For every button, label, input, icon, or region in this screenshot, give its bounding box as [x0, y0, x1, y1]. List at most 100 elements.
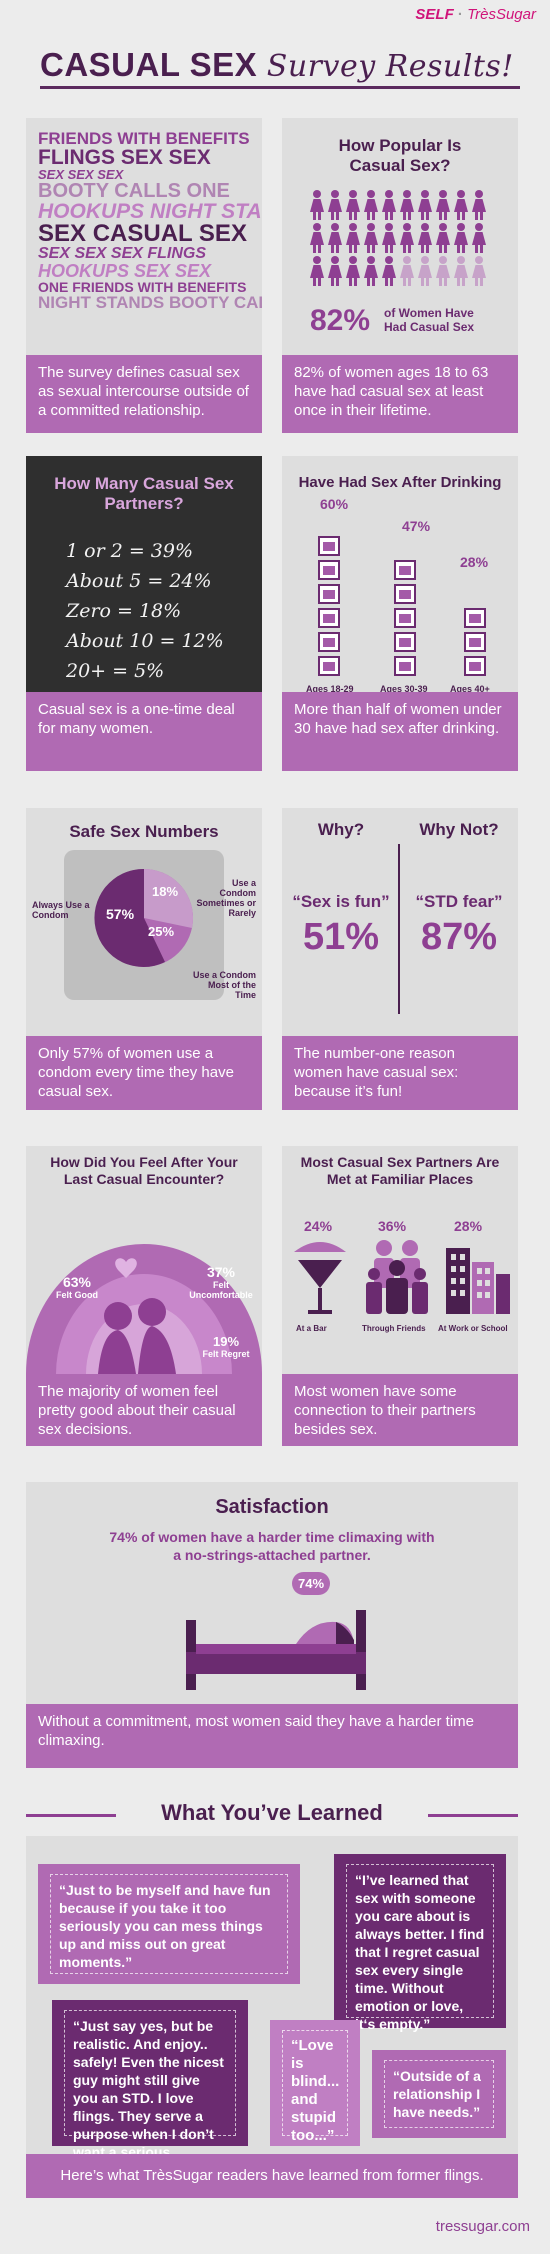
woman-icon: [454, 256, 468, 286]
quote-card: “I’ve learned that sex with someone you …: [334, 1854, 506, 2032]
drinking-pct: 60%: [320, 496, 349, 512]
feelings-panel: How Did You Feel After Your Last Casual …: [26, 1146, 262, 1446]
glass-icon: [394, 608, 416, 628]
definition-panel: FRIENDS WITH BENEFITS FLINGS SEX SEX SEX…: [26, 118, 262, 433]
legend-label: Use a Condom Most of the Time: [192, 970, 256, 1000]
woman-icon: [454, 190, 468, 220]
why-panel: Why? Why Not? “Sex is fun” “STD fear” 51…: [282, 808, 518, 1110]
friends-icon: [366, 1240, 428, 1314]
woman-icon: [400, 256, 414, 286]
why-heading: Why?: [317, 820, 365, 839]
woman-icon: [382, 190, 396, 220]
satisfaction-text: 74% of women have a harder time climaxin…: [109, 1529, 435, 1563]
woman-icon: [418, 223, 432, 253]
building-icon: [446, 1248, 510, 1314]
partners-panel: How Many Casual Sex Partners? 1 or 2 = 3…: [26, 456, 262, 771]
self-logo: SELF: [415, 6, 454, 23]
feel-pct: 63%: [62, 1274, 92, 1290]
panel-caption: More than half of women under 30 have ha…: [282, 692, 518, 771]
cloud-line: ONE FRIENDS WITH BENEFITS: [38, 280, 247, 294]
drinking-age-label: Ages 40+: [450, 684, 490, 694]
cloud-line: SEX SEX SEX FLINGS: [38, 246, 207, 262]
woman-icon: [346, 223, 360, 253]
drinking-age-label: Ages 30-39: [380, 684, 428, 694]
brand-logo[interactable]: SELF · TrèsSugar: [415, 6, 536, 23]
panel-heading: Have Had Sex After Drinking: [298, 474, 502, 491]
woman-icon: [418, 256, 432, 286]
bed-icon: [186, 1610, 366, 1690]
glass-icon: [318, 632, 340, 652]
glass-icon: [394, 632, 416, 652]
footer-link[interactable]: tressugar.com: [435, 2218, 530, 2235]
why-pct-block: 51%: [282, 916, 400, 959]
cloud-line: NIGHT STANDS BOOTY CALLS: [38, 294, 262, 311]
pie-label: 57%: [106, 906, 135, 922]
brand-separator: ·: [457, 6, 463, 23]
drinking-age-label: Ages 18-29: [306, 684, 354, 694]
woman-icon: [382, 223, 396, 253]
woman-icon: [454, 223, 468, 253]
panel-heading: How Popular Is Casual Sex?: [338, 136, 462, 175]
glass-icon: [318, 560, 340, 580]
woman-icon: [328, 223, 342, 253]
woman-icon: [346, 190, 360, 220]
place-pct: 24%: [304, 1218, 333, 1234]
cloud-line: BOOTY CALLS ONE: [38, 181, 230, 201]
glass-icon: [464, 632, 486, 652]
panel-heading: Satisfaction: [215, 1496, 329, 1518]
woman-icon: [328, 256, 342, 286]
why-quote: “Sex is fun”: [292, 892, 390, 911]
why-not-quote: “STD fear”: [415, 892, 503, 911]
heading-rule-left: [26, 1814, 116, 1817]
woman-icon: [310, 256, 324, 286]
woman-icon: [310, 223, 324, 253]
panel-caption: Only 57% of women use a condom every tim…: [26, 1036, 262, 1110]
popularity-pct: 82%: [310, 304, 371, 337]
glass-icon: [464, 608, 486, 628]
feel-pct: 37%: [206, 1264, 236, 1280]
panel-caption: The number-one reason women have casual …: [282, 1036, 518, 1110]
woman-icon: [382, 256, 396, 286]
drinking-pct: 28%: [460, 554, 489, 570]
quote-text: “I’ve learned that sex with someone you …: [346, 1864, 494, 2032]
quote-card: “Love is blind... and stupid too...”: [270, 2020, 360, 2146]
title-main: CASUAL SEX: [40, 46, 258, 83]
popularity-stat: 82%: [310, 304, 370, 338]
feel-label: Felt Good: [56, 1290, 98, 1300]
popularity-label: of Women Have Had Casual Sex: [384, 306, 475, 334]
feel-label: Felt Regret: [202, 1349, 250, 1359]
title-script: Survey Results!: [266, 49, 514, 84]
chalkboard: [26, 456, 262, 692]
glass-icon: [318, 608, 340, 628]
feel-good-stat: 63% Felt Good: [56, 1274, 98, 1300]
glass-icon: [318, 656, 340, 676]
quote-card: “Outside of a relationship I have needs.…: [372, 2050, 506, 2138]
why-not-pct-block: 87%: [400, 916, 518, 959]
glass-icon: [394, 560, 416, 580]
woman-icon: [400, 190, 414, 220]
cloud-line: SEX SEX SEX: [38, 168, 124, 181]
quote-text: “Just say yes, but be realistic. And enj…: [64, 2010, 236, 2178]
feel-regret-stat: 19% Felt Regret: [196, 1334, 256, 1359]
page-title: CASUAL SEX Survey Results!: [40, 46, 520, 89]
face-right: [138, 1298, 166, 1326]
woman-icon: [436, 223, 450, 253]
chalk-line: About 10 = 12%: [66, 630, 224, 652]
pie-label: 18%: [152, 884, 179, 899]
place-label: At a Bar: [296, 1324, 327, 1333]
cocktail-icon: [294, 1242, 346, 1314]
woman-icon: [472, 256, 486, 286]
safe-sex-panel: Safe Sex Numbers 57% 18% 25% Always Use …: [26, 808, 262, 1110]
woman-icon: [436, 256, 450, 286]
glass-icon: [318, 536, 340, 556]
panel-caption: Here’s what TrèsSugar readers have learn…: [26, 2154, 518, 2198]
heading-rule-right: [428, 1814, 518, 1817]
panel-heading: How Did You Feel After Your Last Casual …: [50, 1154, 238, 1187]
heart-icon: [115, 1258, 137, 1278]
drinking-panel: Have Had Sex After Drinking 60% 47% 28% …: [282, 456, 518, 771]
panel-caption: Without a commitment, most women said th…: [26, 1704, 518, 1768]
section-heading: What You’ve Learned: [161, 1800, 383, 1825]
place-pct: 28%: [454, 1218, 483, 1234]
chalk-list: 1 or 2 = 39% About 5 = 24% Zero = 18% Ab…: [66, 536, 224, 686]
satisfaction-panel: Satisfaction 74% of women have a harder …: [26, 1482, 518, 1768]
